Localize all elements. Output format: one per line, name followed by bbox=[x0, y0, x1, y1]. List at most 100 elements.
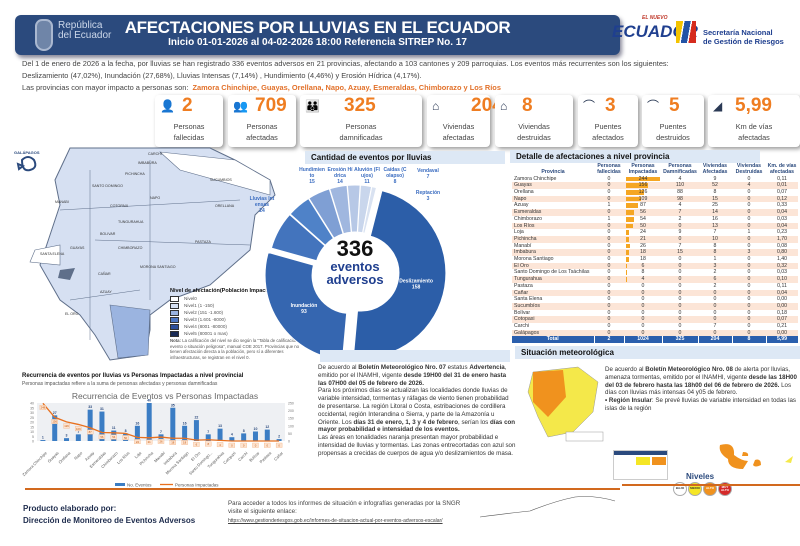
cell-value: 18 bbox=[640, 256, 646, 263]
bar-value-label: 22 bbox=[194, 416, 198, 420]
t: días con mayor probabilidad e intensidad… bbox=[318, 418, 516, 434]
donut-label-value: 158 bbox=[412, 284, 421, 290]
province-label: SANTO DOMINGO bbox=[92, 184, 123, 188]
province-label: COTOPAXI bbox=[110, 204, 129, 208]
line-value-label: 24 bbox=[136, 440, 140, 444]
stat-label-line2: afectados bbox=[592, 133, 624, 142]
stat-label: Personas fallecidas bbox=[155, 121, 223, 143]
table-cell: 3 bbox=[698, 262, 732, 270]
table-cell: 0 bbox=[624, 283, 662, 290]
line-value-label: 18 bbox=[171, 441, 175, 445]
line-value-label: 126 bbox=[64, 424, 69, 428]
center-line2: adversos bbox=[326, 272, 384, 287]
donut-label-name: Caídas (Colapso) bbox=[383, 167, 407, 179]
total-cell: 325 bbox=[662, 336, 699, 344]
table-cell: 0 bbox=[594, 209, 624, 216]
table-cell: 0 bbox=[594, 329, 624, 337]
table-row: El Oro 0 6 0 3 0 0,32 bbox=[512, 262, 798, 270]
table-row: Tungurahua 0 4 0 6 0 0,10 bbox=[512, 276, 798, 283]
donut-label-value: 24 bbox=[259, 208, 265, 214]
table-cell: 0 bbox=[594, 302, 624, 310]
stat-value: 709 bbox=[255, 95, 287, 116]
donut-label: Caídas (Colapso) 8 bbox=[382, 167, 408, 185]
agency-line2: de Gestión de Riesgos bbox=[703, 37, 784, 46]
bar-value-label: 13 bbox=[218, 424, 222, 428]
table-cell: 0 bbox=[732, 276, 766, 283]
t: Las áreas en tonalidades naranja present… bbox=[318, 434, 516, 457]
line-point-label-bg bbox=[63, 423, 70, 429]
cell-value: 87 bbox=[640, 202, 646, 209]
table-cell: 0 bbox=[698, 316, 732, 324]
line-value-label: 18 bbox=[183, 441, 187, 445]
table-cell: 7 bbox=[662, 209, 698, 216]
table-cell: 9 bbox=[713, 175, 717, 182]
table-cell: 6 bbox=[624, 262, 662, 270]
t: de alerta por lluvias, amenaza tormentas… bbox=[605, 366, 791, 381]
table-cell: 0,80 bbox=[766, 249, 798, 257]
table-cell: 0 bbox=[662, 316, 698, 324]
table-cell: 0 bbox=[698, 289, 732, 297]
legend-item: Nivel3 (1.601 -8000) bbox=[170, 316, 305, 323]
table-cell: 1 bbox=[713, 256, 717, 263]
y-tick-left: 10 bbox=[30, 430, 34, 434]
table-cell: 0 bbox=[732, 302, 766, 310]
line-point-label-bg bbox=[181, 440, 188, 445]
chart-title: Recurrencia de Eventos vs Personas Impac… bbox=[72, 391, 258, 401]
event-bar bbox=[134, 425, 140, 441]
table-cell: 0 bbox=[624, 289, 662, 297]
bulletin-07: Boletín Meteorológico Nro. 07 bbox=[358, 364, 446, 371]
stat-label-line2: destruidos bbox=[656, 133, 690, 142]
table-cell: 4 bbox=[624, 276, 662, 283]
stat-label: Puentes destruidos bbox=[642, 121, 704, 143]
table-cell: Cañar bbox=[512, 289, 594, 297]
line-value-label: 0 bbox=[255, 443, 257, 447]
stat-label-line1: Viviendas bbox=[442, 122, 475, 131]
legend-swatch bbox=[170, 309, 179, 316]
column-header: Viviendas Destruidas bbox=[735, 163, 763, 175]
province-label: AZUAY bbox=[100, 290, 112, 294]
table-row: Napo 0 109 98 15 0 0,12 bbox=[512, 195, 798, 203]
table-cell: 25 bbox=[712, 202, 718, 209]
cell-value: 4 bbox=[641, 276, 645, 283]
donut-label-name: Inundación bbox=[291, 303, 318, 309]
table-cell: 156 bbox=[624, 182, 662, 189]
event-bar bbox=[64, 438, 70, 441]
total-cell: 204 bbox=[698, 336, 733, 344]
chart-section-subtitle: Personas impactadas refiere a la suma de… bbox=[22, 381, 218, 387]
line-value-label: 0 bbox=[243, 443, 245, 447]
bar-value-label: 31 bbox=[100, 407, 104, 411]
stat-label: Puentes afectados bbox=[578, 121, 638, 143]
table-row: Azuay 1 87 4 25 0 0,33 bbox=[512, 202, 798, 209]
x-tick-label: Napo bbox=[73, 450, 84, 461]
table-cell: 0 bbox=[607, 269, 611, 276]
bar-value-label: 35 bbox=[171, 403, 175, 407]
table-cell: 0 bbox=[594, 235, 624, 243]
stat-value: 2 bbox=[182, 95, 193, 116]
table-cell: 3 bbox=[732, 249, 766, 257]
legend-item: Nivel0 bbox=[170, 295, 305, 302]
impact-bar bbox=[626, 216, 634, 222]
total-cell: 8 bbox=[732, 336, 767, 344]
table-cell: 0 bbox=[662, 262, 698, 270]
sngr-reports-link[interactable]: https://www.gestionderiesgos.gob.ec/info… bbox=[228, 518, 443, 524]
legend-people: Personas Impactadas bbox=[175, 483, 219, 488]
cell-value: 0 bbox=[641, 289, 645, 296]
alert-mini-table bbox=[613, 450, 668, 480]
table-row: Cotopaxi 0 0 0 0 0 0,07 bbox=[512, 316, 798, 324]
x-tick-label: Cañar bbox=[273, 450, 285, 462]
footer-divider bbox=[25, 488, 620, 490]
x-tick-label: Zamora Chinchipe bbox=[21, 450, 48, 477]
legend-label: Nivel5 (80001 o mas) bbox=[184, 331, 228, 336]
agency-line1: Secretaría Nacional bbox=[703, 28, 773, 37]
line-value-label: 26 bbox=[159, 439, 163, 443]
province-label: PASTAZA bbox=[195, 240, 211, 244]
event-bar bbox=[40, 440, 46, 441]
intro-line2: Deslizamiento (47,02%), Inundación (27,6… bbox=[22, 71, 422, 80]
line-value-label: 0 bbox=[278, 443, 280, 447]
table-cell: 0,04 bbox=[766, 222, 798, 230]
event-bar bbox=[229, 437, 235, 441]
table-cell: Zamora Chinchipe bbox=[514, 175, 557, 182]
table-cell: 0,33 bbox=[776, 202, 788, 209]
stat-label-line2: afectadas bbox=[738, 133, 770, 142]
table-cell: 0 bbox=[624, 329, 662, 337]
